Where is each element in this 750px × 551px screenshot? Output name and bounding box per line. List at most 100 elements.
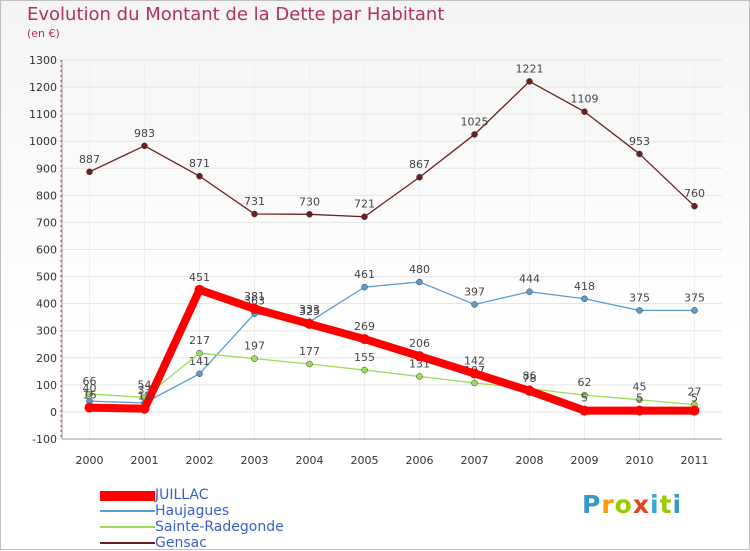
data-point [471, 301, 478, 308]
y-tick-label: 1000 [29, 135, 57, 148]
data-label: 444 [519, 273, 540, 286]
legend-label: JUILLAC [155, 487, 209, 503]
x-tick-label: 2003 [241, 454, 269, 467]
data-point [361, 213, 368, 220]
data-label: 197 [244, 340, 265, 353]
data-label: 54 [138, 378, 152, 391]
data-label: 871 [189, 157, 210, 170]
x-tick-label: 2004 [296, 454, 324, 467]
x-tick-label: 2010 [626, 454, 654, 467]
data-label: 1025 [461, 115, 489, 128]
data-label: 1221 [516, 62, 544, 75]
data-label: 867 [409, 158, 430, 171]
y-tick-label: 700 [36, 216, 57, 229]
chart-subtitle: (en €) [27, 27, 60, 40]
data-label: 730 [299, 195, 320, 208]
legend-swatch [100, 526, 155, 528]
series-line [89, 80, 695, 218]
data-label: 721 [354, 198, 375, 211]
data-point [306, 211, 313, 218]
series-line [89, 352, 695, 406]
y-tick-label: 0 [50, 406, 57, 419]
data-label: 333 [299, 303, 320, 316]
data-label: 78 [523, 372, 537, 385]
data-point [139, 403, 150, 414]
data-label: 480 [409, 263, 430, 276]
data-point [416, 173, 423, 181]
data-point [249, 303, 260, 314]
data-point [636, 307, 643, 314]
data-label: 40 [83, 382, 97, 395]
y-tick-label: 800 [36, 189, 57, 202]
data-point [581, 391, 588, 399]
data-point [194, 284, 205, 295]
data-label: 86 [523, 370, 537, 383]
data-point [251, 355, 258, 362]
x-tick-label: 2007 [461, 454, 489, 467]
data-point [579, 405, 590, 416]
legend-label: Gensac [155, 535, 207, 551]
data-point [469, 368, 480, 379]
data-label: 16 [83, 389, 97, 402]
data-label: 381 [244, 290, 265, 303]
data-point [414, 351, 425, 362]
data-label: 27 [688, 386, 702, 399]
legend-swatch [100, 491, 155, 501]
data-label: 983 [134, 127, 155, 140]
data-point [689, 405, 700, 416]
y-tick-label: -100 [32, 433, 57, 446]
data-point [526, 288, 533, 295]
series-line [89, 285, 695, 415]
data-label: 1109 [571, 93, 599, 106]
y-tick-label: 400 [36, 298, 57, 311]
data-point [691, 202, 698, 210]
data-point [84, 402, 95, 413]
data-label: 142 [464, 354, 485, 367]
data-label: 325 [299, 305, 320, 318]
data-point [306, 360, 313, 368]
data-point [691, 307, 698, 314]
data-point [581, 108, 588, 115]
data-label: 887 [79, 153, 100, 166]
data-label: 451 [189, 271, 210, 284]
x-tick-label: 2008 [516, 454, 544, 467]
data-point [304, 318, 315, 329]
y-tick-label: 1300 [29, 54, 57, 67]
y-tick-label: 300 [36, 325, 57, 338]
data-point [196, 172, 203, 180]
data-point [471, 379, 478, 387]
y-tick-label: 600 [36, 244, 57, 257]
legend-swatch [100, 542, 155, 544]
data-point [196, 370, 203, 378]
data-point [416, 373, 423, 380]
x-tick-label: 2006 [406, 454, 434, 467]
logo-letter: o [614, 490, 633, 519]
x-tick-label: 2011 [681, 454, 709, 467]
data-point [141, 142, 148, 150]
data-point [471, 131, 478, 138]
data-label: 418 [574, 280, 595, 293]
data-point [524, 385, 535, 396]
y-tick-label: 1100 [29, 108, 57, 121]
x-tick-label: 2005 [351, 454, 379, 467]
data-point [196, 349, 203, 357]
series-line [89, 281, 695, 404]
data-point [86, 390, 93, 398]
x-tick-label: 2001 [131, 454, 159, 467]
data-point [86, 168, 93, 176]
data-label: 461 [354, 268, 375, 281]
legend-swatch [100, 510, 155, 512]
data-label: 45 [633, 381, 647, 394]
data-label: 12 [138, 390, 152, 403]
data-point [361, 283, 368, 291]
data-label: 66 [83, 375, 97, 388]
logo-letter: x [632, 490, 650, 519]
legend-label: Haujagues [155, 503, 230, 519]
x-tick-label: 2000 [76, 454, 104, 467]
data-label: 5 [691, 392, 698, 405]
logo-letter: P [582, 490, 602, 519]
data-point [526, 78, 533, 85]
logo-letter: r [601, 490, 615, 519]
